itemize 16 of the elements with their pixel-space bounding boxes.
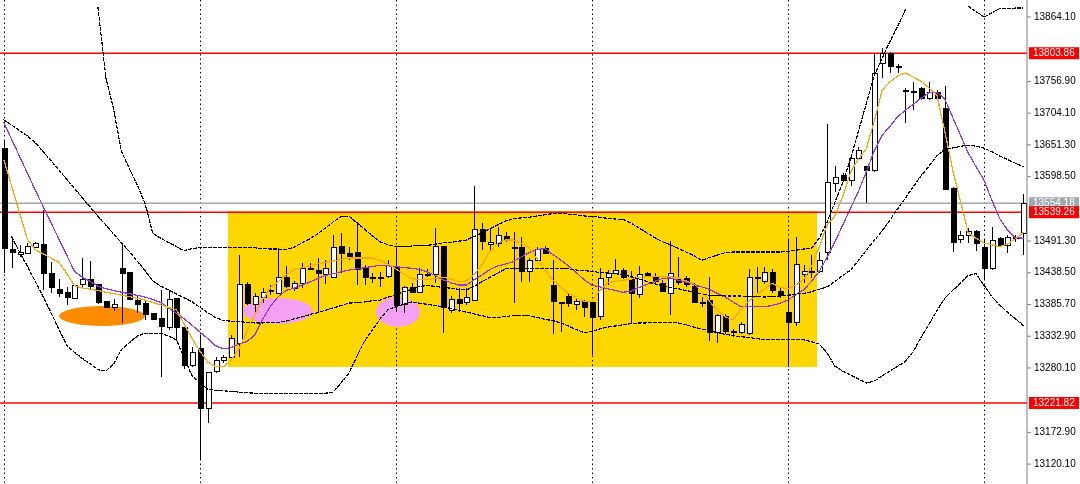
y-tick-label: 13120.10 <box>1034 457 1077 469</box>
y-tick-label: 13438.50 <box>1034 266 1077 278</box>
ref-line-label: 13803.86 <box>1033 46 1076 58</box>
ref-line-label: 13221.82 <box>1033 396 1076 408</box>
ref-line-label: 13554.18 <box>1033 196 1076 208</box>
y-tick-label: 13598.50 <box>1034 170 1077 182</box>
y-tick-label: 13332.90 <box>1034 329 1077 341</box>
y-tick-label: 13704.10 <box>1034 106 1077 118</box>
y-tick-label: 13651.30 <box>1034 138 1077 150</box>
y-tick-label: 13756.90 <box>1034 75 1077 87</box>
y-tick-label: 13280.10 <box>1034 361 1077 373</box>
y-tick-label: 13864.10 <box>1034 10 1077 22</box>
y-tick-label: 13385.70 <box>1034 298 1077 310</box>
y-tick-label: 13172.90 <box>1034 426 1077 438</box>
y-tick-label: 13491.30 <box>1034 234 1077 246</box>
ref-line-label: 13539.26 <box>1033 205 1076 217</box>
